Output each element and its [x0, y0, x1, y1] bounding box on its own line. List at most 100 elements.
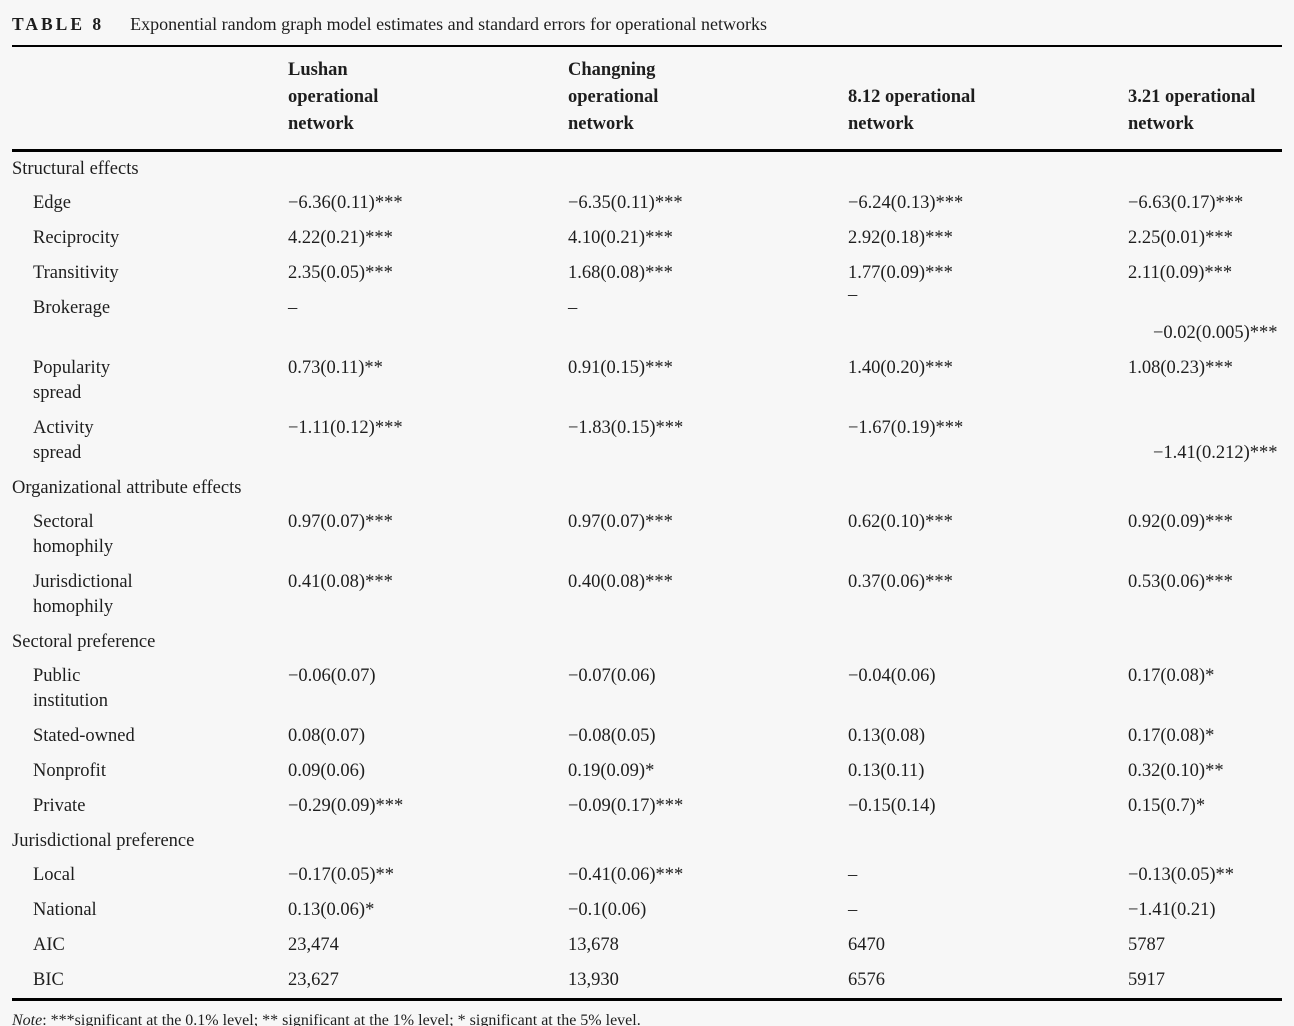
section-header-jurisdictional-preference: Jurisdictional preference — [12, 831, 195, 851]
row-label: Local — [12, 863, 288, 888]
row-label-line: Private — [33, 796, 86, 816]
column-header-net-3-21: 3.21 operational network — [1128, 84, 1282, 138]
cell-net-3-21: 2.11(0.09)*** — [1128, 263, 1233, 283]
cell-net-8-12: 0.37(0.06)*** — [848, 572, 953, 592]
row-label-line: Transitivity — [33, 263, 119, 283]
table-row-local: Local −0.17(0.05)** −0.41(0.06)*** – −0.13(0… — [12, 858, 1282, 893]
table-body: Structural effects Edge −6.36(0.11)*** −6.3… — [12, 152, 1282, 998]
section-header-sectoral-preference: Sectoral preference — [12, 632, 156, 652]
row-label-line: Brokerage — [33, 298, 111, 318]
cell-net-3-21: −0.02(0.005)*** — [1153, 323, 1278, 343]
section-header-organizational-attribute-effects: Organizational attribute effects — [12, 478, 242, 498]
table-title: Exponential random graph model estimates… — [130, 14, 767, 34]
row-label: AIC — [12, 933, 288, 958]
table-row-bic: BIC 23,627 13,930 6576 5917 — [12, 963, 1282, 998]
cell-net-8-12: 0.13(0.08) — [848, 726, 926, 746]
cell-changning: −0.41(0.06)*** — [568, 865, 684, 885]
cell-changning: 4.10(0.21)*** — [568, 228, 673, 248]
bottom-rule — [12, 998, 1282, 1001]
row-label-line: homophily — [33, 597, 114, 617]
cell-net-8-12: −0.04(0.06) — [848, 666, 936, 686]
row-label-line: Activity — [33, 418, 94, 438]
table-row-stated-owned: Stated-owned 0.08(0.07) −0.08(0.05) 0.13(0.… — [12, 719, 1282, 754]
row-label-line: BIC — [33, 970, 64, 990]
cell-lushan: 0.41(0.08)*** — [288, 572, 393, 592]
cell-changning: −0.08(0.05) — [568, 726, 656, 746]
column-header-line: Lushan — [288, 60, 348, 80]
table-row-brokerage: Brokerage – – – −0.02(0.005)*** — [12, 285, 1282, 351]
column-header-line: network — [568, 114, 634, 134]
row-label-line: institution — [33, 691, 109, 711]
cell-lushan: 0.13(0.06)* — [288, 900, 375, 920]
row-label-line: Stated-owned — [33, 726, 135, 746]
cell-lushan: 2.35(0.05)*** — [288, 263, 393, 283]
row-label-line: spread — [33, 383, 82, 403]
cell-lushan: 23,474 — [288, 935, 339, 955]
row-label-line: Public — [33, 666, 81, 686]
table-row-edge: Edge −6.36(0.11)*** −6.35(0.11)*** −6.24(0.… — [12, 186, 1282, 221]
cell-net-3-21: −6.63(0.17)*** — [1128, 193, 1244, 213]
cell-changning: −0.09(0.17)*** — [568, 796, 684, 816]
cell-net-8-12: 0.13(0.11) — [848, 761, 925, 781]
row-label: Sectoral homophily — [12, 510, 288, 560]
cell-net-8-12: 1.77(0.09)*** — [848, 263, 953, 283]
column-header-line: operational — [568, 87, 659, 107]
row-label: Jurisdictional homophily — [12, 570, 288, 620]
column-header-line: network — [1128, 114, 1194, 134]
cell-lushan: −0.17(0.05)** — [288, 865, 395, 885]
header-rule — [12, 149, 1282, 152]
cell-net-8-12: 0.62(0.10)*** — [848, 512, 953, 532]
cell-net-8-12: – — [848, 900, 858, 920]
cell-lushan: −0.06(0.07) — [288, 666, 376, 686]
cell-changning: – — [568, 298, 578, 318]
cell-changning: −0.07(0.06) — [568, 666, 656, 686]
cell-changning: −6.35(0.11)*** — [568, 193, 683, 213]
row-label-line: homophily — [33, 537, 114, 557]
row-label: Reciprocity — [12, 226, 288, 251]
row-label-line: spread — [33, 443, 82, 463]
cell-net-8-12: −6.24(0.13)*** — [848, 193, 964, 213]
row-label-line: Sectoral — [33, 512, 94, 532]
cell-net-3-21: 0.15(0.7)* — [1128, 796, 1206, 816]
cell-lushan: −1.11(0.12)*** — [288, 418, 403, 438]
table-row-sectoral-homophily: Sectoral homophily 0.97(0.07)*** 0.97(0.07)… — [12, 505, 1282, 565]
cell-net-8-12: −1.67(0.19)*** — [848, 418, 964, 438]
column-header-lushan: Lushan operational network — [288, 57, 568, 138]
caption-rule — [12, 45, 1282, 47]
table-row-national: National 0.13(0.06)* −0.1(0.06) – −1.41(0.21… — [12, 893, 1282, 928]
cell-lushan: 23,627 — [288, 970, 339, 990]
cell-changning: −0.1(0.06) — [568, 900, 647, 920]
table-row-private: Private −0.29(0.09)*** −0.09(0.17)*** −0.15… — [12, 789, 1282, 824]
table-row-aic: AIC 23,474 13,678 6470 5787 — [12, 928, 1282, 963]
row-label-line: Reciprocity — [33, 228, 120, 248]
cell-changning: 0.91(0.15)*** — [568, 358, 673, 378]
table-row-transitivity: Transitivity 2.35(0.05)*** 1.68(0.08)*** 1.… — [12, 256, 1282, 291]
cell-net-3-21: 0.17(0.08)* — [1128, 666, 1215, 686]
table-note: Note: ***significant at the 0.1% level; … — [12, 1001, 1282, 1026]
row-label: Edge — [12, 191, 288, 216]
cell-lushan: 0.73(0.11)** — [288, 358, 383, 378]
row-label: Transitivity — [12, 261, 288, 286]
cell-net-3-21: 0.32(0.10)** — [1128, 761, 1224, 781]
cell-net-3-21: −1.41(0.212)*** — [1153, 443, 1278, 463]
row-label: Public institution — [12, 664, 288, 714]
row-label: Activity spread — [12, 416, 288, 466]
column-header-line: operational — [288, 87, 379, 107]
cell-net-3-21: 5787 — [1128, 935, 1165, 955]
cell-net-3-21: 0.92(0.09)*** — [1128, 512, 1233, 532]
table-row-nonprofit: Nonprofit 0.09(0.06) 0.19(0.09)* 0.13(0.11)… — [12, 754, 1282, 789]
cell-net-3-21: −0.13(0.05)** — [1128, 865, 1235, 885]
table-number: TABLE 8 — [12, 14, 105, 34]
cell-lushan: – — [288, 298, 298, 318]
cell-changning: 13,930 — [568, 970, 619, 990]
cell-changning: 0.40(0.08)*** — [568, 572, 673, 592]
column-header-line: Changning — [568, 60, 656, 80]
row-label-line: Popularity — [33, 358, 111, 378]
cell-net-8-12: 6576 — [848, 970, 885, 990]
row-label-line: Nonprofit — [33, 761, 106, 781]
column-header-changning: Changning operational network — [568, 57, 848, 138]
cell-lushan: −6.36(0.11)*** — [288, 193, 403, 213]
cell-net-8-12: 6470 — [848, 935, 885, 955]
row-label: Private — [12, 794, 288, 819]
